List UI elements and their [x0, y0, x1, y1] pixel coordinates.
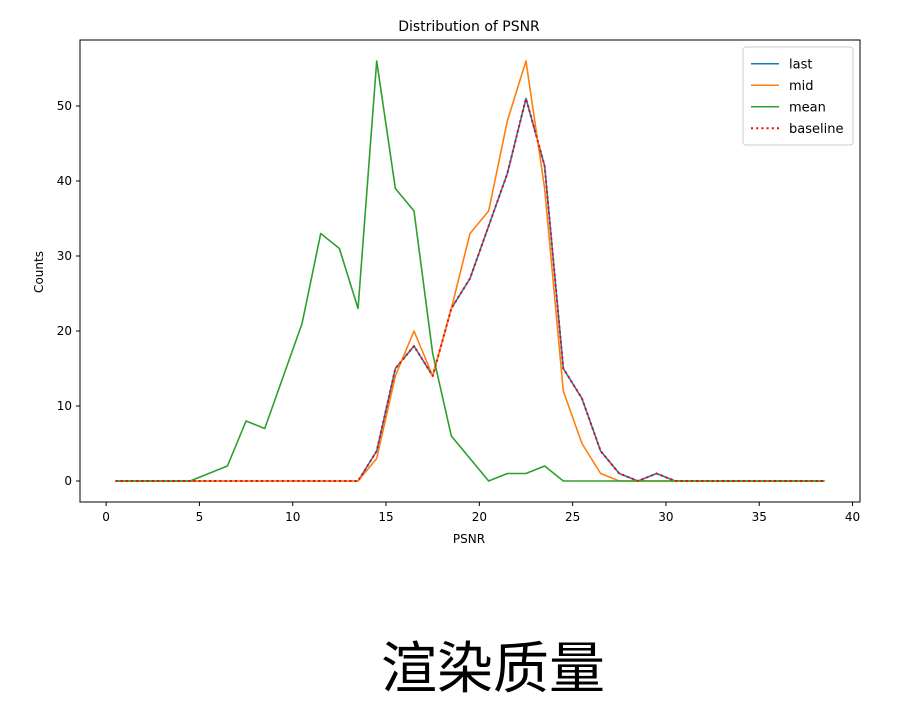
y-tick-label: 40 [57, 174, 72, 188]
legend: last mid mean baseline [742, 46, 854, 146]
y-axis-label: Counts [32, 251, 46, 293]
x-tick-label: 35 [752, 510, 767, 524]
x-tick-label: 20 [472, 510, 487, 524]
x-tick-label: 15 [378, 510, 393, 524]
y-tick-label: 50 [57, 99, 72, 113]
plot-frame [79, 39, 861, 503]
x-tick-label: 25 [565, 510, 580, 524]
x-tick-label: 0 [102, 510, 110, 524]
y-tick-label: 20 [57, 324, 72, 338]
caption: 渲染质量 [381, 637, 605, 702]
x-tick-label: 5 [196, 510, 204, 524]
x-axis-label: PSNR [453, 532, 485, 546]
x-tick-label: 10 [285, 510, 300, 524]
y-tick-label: 0 [64, 474, 72, 488]
x-tick-label: 30 [658, 510, 673, 524]
series-line-mean [115, 60, 825, 482]
legend-label-baseline: baseline [789, 122, 843, 137]
y-tick-label: 30 [57, 249, 72, 263]
legend-label-last: last [789, 57, 812, 72]
y-axis: 0 10 20 30 40 50 [57, 99, 80, 488]
x-axis: 0 5 10 15 20 25 30 35 40 [102, 502, 860, 524]
legend-box [742, 46, 854, 146]
chart-title: Distribution of PSNR [398, 19, 540, 35]
legend-label-mean: mean [789, 100, 826, 115]
plot-area [80, 40, 860, 502]
legend-label-mid: mid [789, 79, 814, 94]
series-layer [115, 60, 825, 482]
y-tick-label: 10 [57, 399, 72, 413]
x-tick-label: 40 [845, 510, 860, 524]
